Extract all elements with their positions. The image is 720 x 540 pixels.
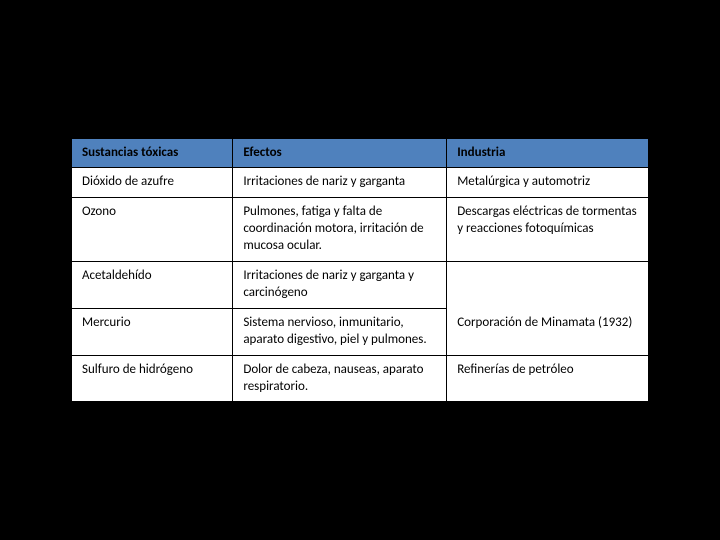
cell-substance: Mercurio: [71, 308, 233, 355]
cell-industry: Descargas eléctricas de tormentas y reac…: [447, 198, 649, 262]
table-row: Acetaldehído Irritaciones de nariz y gar…: [71, 262, 649, 309]
table-container: Sustancias tóxicas Efectos Industria Dió…: [70, 137, 650, 404]
table-row: Dióxido de azufre Irritaciones de nariz …: [71, 168, 649, 198]
cell-industry: Metalúrgica y automotriz: [447, 168, 649, 198]
cell-substance: Dióxido de azufre: [71, 168, 233, 198]
header-effects: Efectos: [233, 138, 447, 168]
toxic-substances-table: Sustancias tóxicas Efectos Industria Dió…: [70, 137, 650, 404]
cell-substance: Sulfuro de hidrógeno: [71, 355, 233, 402]
cell-effects: Irritaciones de nariz y garganta: [233, 168, 447, 198]
cell-effects: Sistema nervioso, inmunitario, aparato d…: [233, 308, 447, 355]
header-industry: Industria: [447, 138, 649, 168]
table-row: Mercurio Sistema nervioso, inmunitario, …: [71, 308, 649, 355]
table-header-row: Sustancias tóxicas Efectos Industria: [71, 138, 649, 168]
cell-effects: Irritaciones de nariz y garganta y carci…: [233, 262, 447, 309]
cell-industry: Refinerías de petróleo: [447, 355, 649, 402]
cell-substance: Ozono: [71, 198, 233, 262]
cell-industry: [447, 262, 649, 309]
table-row: Ozono Pulmones, fatiga y falta de coordi…: [71, 198, 649, 262]
cell-effects: Dolor de cabeza, nauseas, aparato respir…: [233, 355, 447, 402]
table-row: Sulfuro de hidrógeno Dolor de cabeza, na…: [71, 355, 649, 402]
cell-effects: Pulmones, fatiga y falta de coordinación…: [233, 198, 447, 262]
header-substances: Sustancias tóxicas: [71, 138, 233, 168]
cell-industry: Corporación de Minamata (1932): [447, 308, 649, 355]
cell-substance: Acetaldehído: [71, 262, 233, 309]
